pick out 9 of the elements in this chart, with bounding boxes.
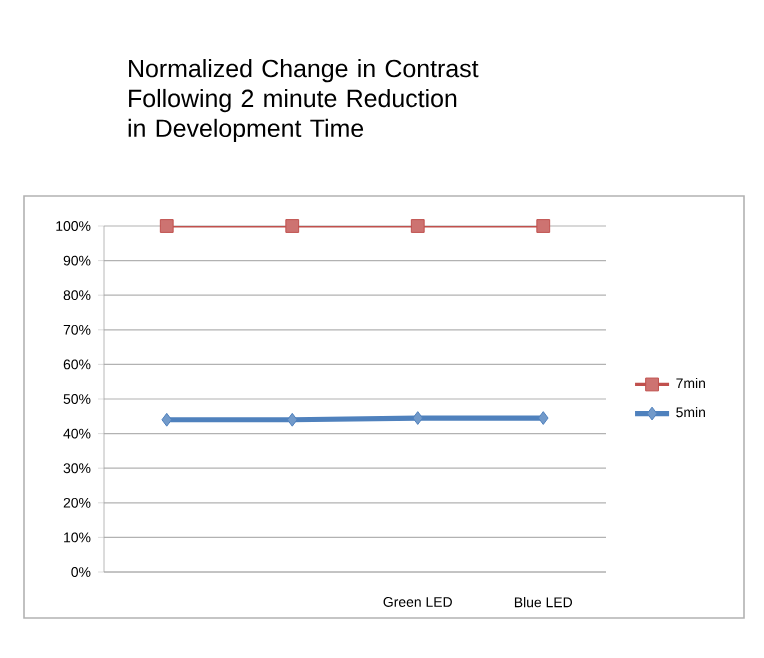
point — [537, 411, 549, 425]
point — [536, 219, 551, 233]
point — [286, 412, 298, 427]
point — [410, 219, 425, 233]
point — [159, 219, 174, 233]
point — [161, 412, 173, 427]
chart-title: Normalized Change in Contrast Following 2 minute Reduction in Development Time — [128, 59, 479, 143]
point — [412, 411, 424, 425]
point — [285, 219, 300, 233]
